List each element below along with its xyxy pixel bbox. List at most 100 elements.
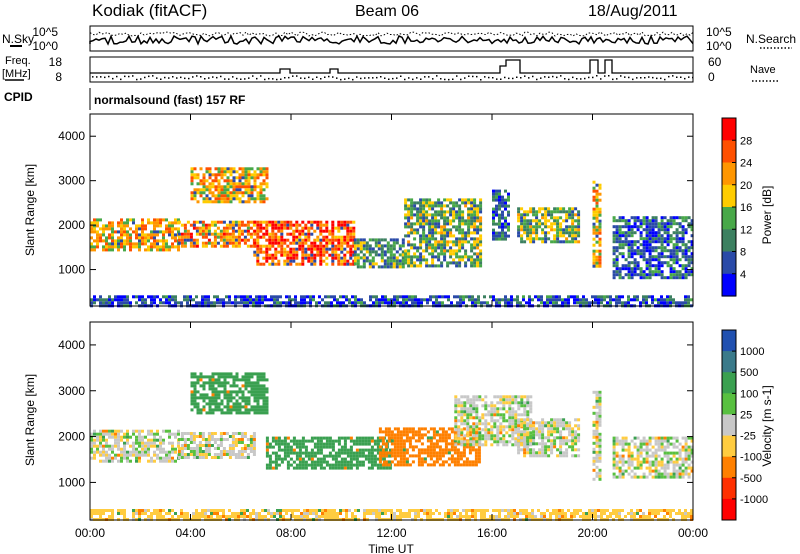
nave-point	[220, 75, 222, 78]
velocity-ytick-label: 4000	[58, 338, 85, 352]
nave-point	[248, 77, 250, 79]
nave-point	[428, 76, 430, 78]
time-axis: 00:00 04:00 08:00 12:00 16:00 20:00 00:00	[75, 114, 708, 540]
power-ytick-label: 4000	[58, 129, 85, 143]
nave-point	[272, 78, 274, 80]
power-colorbar-tick-label: 8	[740, 247, 746, 259]
nsky-tick-bottom: 10^0	[32, 39, 58, 53]
power-colorbar-swatch	[722, 118, 736, 141]
nave-point	[148, 75, 150, 78]
nave-point	[508, 77, 510, 80]
nave-point	[260, 75, 262, 77]
nave-point	[384, 77, 386, 79]
velocity-echo-region	[90, 429, 180, 463]
nave-point	[360, 77, 362, 80]
nave-point	[128, 75, 130, 78]
velocity-echoes	[90, 372, 694, 521]
nave-point	[464, 77, 466, 79]
nave-point	[500, 78, 502, 80]
nsky-label: N.Sky	[2, 32, 34, 46]
nsky-tick-top: 10^5	[32, 25, 58, 39]
power-echo-region	[90, 295, 693, 308]
nave-point	[364, 77, 366, 79]
nave-point	[676, 76, 678, 78]
power-ylabel: Slant Range [km]	[23, 164, 37, 256]
velocity-colorbar-frame	[721, 329, 737, 521]
date-title: 18/Aug/2011	[588, 3, 678, 20]
nave-point	[392, 77, 394, 80]
nave-point	[588, 76, 590, 79]
nave-point	[404, 78, 406, 81]
nave-point	[540, 77, 542, 79]
nave-point	[356, 76, 358, 78]
nave-point	[556, 76, 558, 79]
freq-trace	[90, 59, 693, 74]
velocity-y-axis: 1000 2000 3000 4000	[58, 338, 693, 489]
power-colorbar-swatch	[722, 162, 736, 186]
nave-point	[532, 75, 534, 78]
nave-point	[416, 77, 418, 79]
velocity-colorbar-swatch	[722, 330, 736, 352]
nave-point	[664, 78, 666, 81]
nave-point	[632, 78, 634, 81]
velocity-colorbar-tick-label: -25	[740, 431, 756, 443]
nsearch-tick-top: 10^5	[706, 25, 732, 39]
nave-point	[684, 77, 686, 80]
power-echo-region	[612, 216, 694, 280]
nave-point	[152, 75, 154, 77]
nave-point	[520, 77, 522, 79]
power-echo-region	[190, 167, 269, 204]
nave-point	[672, 75, 674, 77]
nave-point	[492, 77, 494, 79]
nave-point	[680, 76, 682, 78]
nave-point	[112, 77, 114, 80]
nave-point	[192, 76, 194, 78]
power-colorbar-label: Power [dB]	[760, 186, 774, 245]
nave-point	[600, 78, 602, 80]
nave-point	[432, 78, 434, 80]
power-y-axis: 1000 2000 3000 4000	[58, 129, 693, 277]
nave-point	[136, 78, 138, 81]
nave-point	[320, 78, 322, 80]
freq-tick-bottom: 8	[55, 70, 62, 84]
power-echo-region	[353, 238, 405, 269]
nave-point	[644, 77, 646, 79]
nave-point	[652, 76, 654, 79]
nave-point	[172, 76, 174, 78]
power-echo-region	[592, 180, 602, 268]
nave-point	[552, 75, 554, 78]
nave-point	[584, 77, 586, 80]
nave-point	[444, 78, 446, 81]
nave-point	[536, 78, 538, 81]
nave-point	[504, 76, 506, 79]
nave-point	[180, 76, 182, 79]
nave-point	[332, 76, 334, 78]
nave-point	[104, 76, 106, 79]
nave-point	[400, 75, 402, 77]
nsearch-trace	[89, 31, 694, 37]
time-tick-label: 16:00	[477, 526, 507, 540]
nave-point	[176, 77, 178, 79]
power-colorbar-swatch	[722, 229, 736, 253]
nave-point	[96, 76, 98, 78]
velocity-ylabel: Slant Range [km]	[23, 374, 37, 466]
nave-point	[580, 78, 582, 80]
power-colorbar: 28 24 20 16 12 8 4	[721, 117, 752, 297]
nave-point	[352, 78, 354, 81]
velocity-colorbar-tick-label: 500	[740, 367, 758, 379]
nave-point	[300, 77, 302, 79]
nave-point	[620, 75, 622, 77]
nave-point	[528, 77, 530, 79]
nave-point	[312, 78, 314, 80]
power-echo-region	[253, 220, 356, 266]
freq-tick-top: 18	[49, 55, 63, 69]
nave-point	[592, 76, 594, 79]
nave-tick-bottom: 0	[708, 70, 715, 84]
nave-point	[268, 77, 270, 80]
nave-point	[616, 78, 618, 80]
nave-point	[212, 76, 214, 78]
nave-point	[484, 76, 486, 78]
nave-point	[240, 78, 242, 80]
velocity-echo-region	[378, 427, 481, 467]
